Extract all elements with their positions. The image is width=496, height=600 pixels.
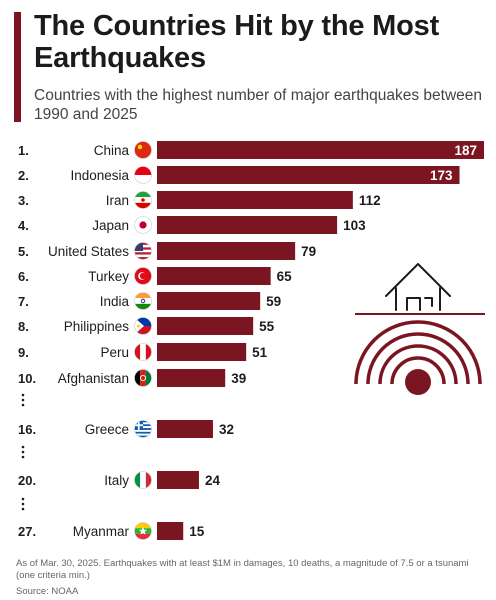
value-label: 187 [454,143,477,158]
country-label: United States [48,244,129,259]
bar-row: 27. Myanmar 15 [18,522,205,540]
philippines-flag [134,317,152,335]
country-label: Turkey [88,269,129,284]
iran-flag [134,191,152,209]
rank-label: 4. [18,218,29,233]
rank-label: 8. [18,319,29,334]
rank-label: 6. [18,269,29,284]
japan-flag [134,216,152,234]
bar [157,317,254,335]
bar-row: 20. Italy 24 [18,471,220,489]
bar-row: 3. Iran 112 [18,191,381,209]
value-label: 24 [205,473,221,488]
rank-label: 16. [18,422,36,437]
value-label: 32 [219,422,234,437]
value-label: 55 [259,319,275,334]
rank-label: 10. [18,371,36,386]
bar-row: 6. Turkey 65 [18,267,292,285]
country-label: Iran [106,193,129,208]
value-label: 65 [277,269,293,284]
rank-label: 1. [18,143,29,158]
value-label: 79 [301,244,316,259]
rank-label: 7. [18,294,29,309]
bar [157,191,353,209]
bar [157,420,213,438]
footnote: As of Mar. 30, 2025. Earthquakes with at… [16,558,469,581]
bar-row: 1. China 187 [18,141,484,159]
turkey-flag [134,267,152,285]
rank-label: 20. [18,473,36,488]
country-label: India [100,294,130,309]
myanmar-flag [134,522,152,540]
value-label: 15 [189,524,205,539]
value-label: 112 [359,193,381,208]
indonesia-flag [134,166,152,184]
rank-label: 27. [18,524,36,539]
country-label: Peru [100,345,129,360]
bar-row: 4. Japan 103 [18,216,366,234]
rank-label: 3. [18,193,29,208]
value-label: 173 [430,168,453,183]
bar [157,242,296,260]
value-label: 39 [231,371,246,386]
china-flag [134,141,152,159]
india-flag [134,292,152,310]
country-label: Philippines [64,319,130,334]
title-accent-bar [14,12,21,122]
bar-row: 16. Greece 32 [18,420,234,438]
bar-row: 5. United States 79 [18,242,316,260]
bar [157,267,271,285]
country-label: Indonesia [70,168,129,183]
value-label: 59 [266,294,281,309]
bar-chart: 1. China 187 2. Indonesia 173 3. Iran 112 4. Japan… [18,141,485,540]
bar-row: 7. India 59 [18,292,281,310]
bar [157,216,338,234]
rank-label: 9. [18,345,29,360]
rank-label: 2. [18,168,29,183]
ellipsis-icon [21,393,25,407]
value-label: 51 [252,345,268,360]
usa-flag [134,242,152,260]
rank-label: 5. [18,244,29,259]
italy-flag [134,471,152,489]
bar-row: 9. Peru 51 [18,343,268,361]
bar [157,343,247,361]
ellipsis-icon [21,497,25,511]
bar [157,369,226,387]
country-label: Greece [85,422,129,437]
country-label: Japan [92,218,129,233]
peru-flag [134,343,152,361]
country-label: Afghanistan [58,371,129,386]
greece-flag [134,420,152,438]
country-label: China [94,143,130,158]
source-note: Source: NOAA [16,586,79,597]
bar [157,141,484,159]
value-label: 103 [343,218,366,233]
bar [157,471,199,489]
chart-title: The Countries Hit by the Most Earthquake… [34,10,440,74]
bar-row: 10. Afghanistan 39 [18,369,246,387]
earthquake-house-icon [354,263,485,395]
bar [157,522,184,540]
country-label: Myanmar [73,524,130,539]
ellipsis-icon [21,445,25,459]
bar [157,292,261,310]
bar-row: 2. Indonesia 173 [18,166,460,184]
chart-subtitle: Countries with the highest number of maj… [34,87,483,123]
country-label: Italy [104,473,129,488]
bar-row: 8. Philippines 55 [18,317,275,335]
bar [157,166,460,184]
afghanistan-flag [134,369,152,387]
